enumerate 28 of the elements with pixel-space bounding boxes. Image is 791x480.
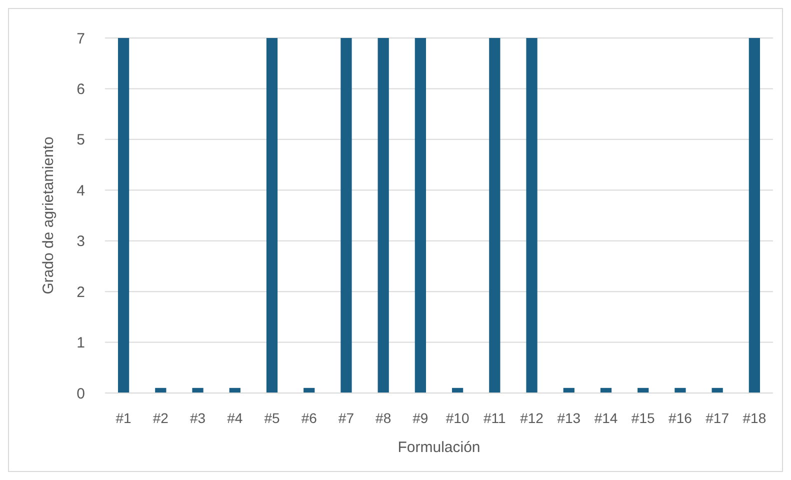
x-tick-label: #10 <box>446 410 470 426</box>
x-tick-label: #18 <box>742 410 766 426</box>
x-tick-label: #8 <box>376 410 392 426</box>
x-tick-label: #15 <box>631 410 656 426</box>
x-tick-label: #7 <box>338 410 354 426</box>
x-tick-label: #3 <box>190 410 206 426</box>
x-tick-label: #14 <box>594 410 618 426</box>
y-tick-label: 0 <box>76 385 85 402</box>
x-tick-label: #12 <box>520 410 544 426</box>
x-tick-label: #1 <box>116 410 132 426</box>
x-tick-label: #11 <box>484 410 506 426</box>
y-tick-label: 2 <box>76 284 85 301</box>
x-tick-label: #4 <box>227 410 243 426</box>
x-tick-label: #5 <box>264 410 280 426</box>
x-tick-label: #13 <box>557 410 581 426</box>
y-tick-label: 3 <box>76 233 85 250</box>
y-tick-label: 7 <box>76 30 85 48</box>
y-tick-label: 1 <box>76 334 85 352</box>
y-tick-label: 4 <box>76 182 85 200</box>
x-axis-title: Formulación <box>398 439 480 456</box>
y-axis-title: Grado de agrietamiento <box>40 136 57 294</box>
x-tick-label: #2 <box>152 410 169 426</box>
y-tick-label: 6 <box>76 80 85 98</box>
x-tick-label: #6 <box>301 410 318 426</box>
x-tick-label: #17 <box>706 410 730 426</box>
y-tick-label: 5 <box>76 132 85 149</box>
x-tick-label: #16 <box>668 410 692 426</box>
x-tick-label: #9 <box>412 410 428 426</box>
